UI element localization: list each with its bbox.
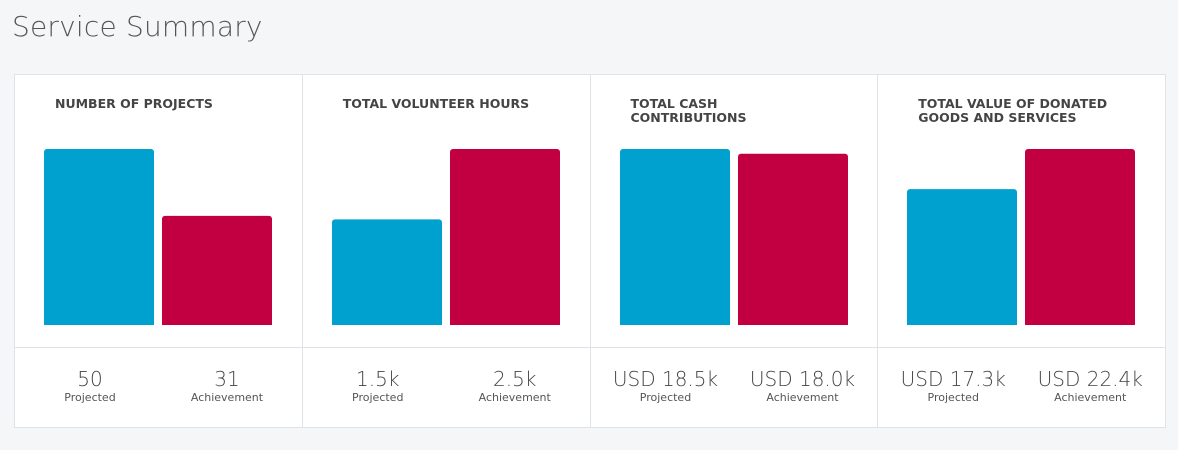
achievement-label: Achievement: [766, 391, 839, 404]
achievement-value: USD 18.0k: [749, 367, 856, 391]
projected-label: Projected: [352, 391, 404, 404]
achievement-value: 31: [214, 367, 240, 391]
achievement-stat: 31 Achievement: [159, 367, 295, 404]
card-title: NUMBER OF PROJECTS: [55, 96, 213, 111]
achievement-stat: USD 18.0k Achievement: [735, 367, 871, 404]
achievement-bar-base: [162, 321, 272, 325]
projected-stat: 1.5k Projected: [310, 367, 446, 404]
projected-value: 50: [77, 367, 103, 391]
achievement-bar-base: [449, 321, 560, 325]
card-title: TOTAL VALUE OF DONATED GOODS AND SERVICE…: [918, 96, 1108, 125]
bar-chart: [331, 149, 560, 325]
service-summary-panel: NUMBER OF PROJECTS 50 Projected 31 Achie…: [14, 74, 1166, 428]
achievement-label: Achievement: [1054, 391, 1127, 404]
summary-card-volunteer-hours: TOTAL VOLUNTEER HOURS 1.5k Projected 2.5…: [302, 75, 591, 427]
achievement-stat: 2.5k Achievement: [447, 367, 583, 404]
achievement-value: 2.5k: [493, 367, 537, 391]
projected-value: USD 18.5k: [612, 367, 719, 391]
projected-bar: [907, 189, 1018, 325]
bar-chart: [44, 149, 272, 325]
projected-value: 1.5k: [356, 367, 400, 391]
summary-card-projects: NUMBER OF PROJECTS 50 Projected 31 Achie…: [15, 75, 303, 427]
projected-bar: [44, 149, 154, 325]
divider: [302, 347, 590, 348]
divider: [590, 347, 878, 348]
bar-chart: [907, 149, 1136, 325]
card-title: TOTAL VOLUNTEER HOURS: [342, 96, 530, 111]
achievement-stat: USD 22.4k Achievement: [1022, 367, 1158, 404]
achievement-bar-base: [737, 321, 848, 325]
divider: [878, 347, 1165, 348]
projected-stat: USD 18.5k Projected: [598, 367, 734, 404]
projected-bar-base: [44, 321, 154, 325]
achievement-value: USD 22.4k: [1037, 367, 1143, 391]
projected-label: Projected: [639, 391, 692, 404]
achievement-bar-base: [1025, 321, 1136, 325]
projected-value: USD 17.3k: [900, 367, 1006, 391]
achievement-bar: [737, 153, 848, 325]
summary-card-cash-contributions: TOTAL CASH CONTRIBUTIONS USD 18.5k Proje…: [590, 75, 879, 427]
bar-chart: [619, 149, 848, 325]
achievement-label: Achievement: [190, 391, 264, 404]
projected-label: Projected: [64, 391, 116, 404]
projected-stat: USD 17.3k Projected: [885, 367, 1021, 404]
page-title: Service Summary: [12, 10, 263, 43]
projected-stat: 50 Projected: [22, 367, 158, 404]
achievement-bar: [162, 215, 272, 325]
projected-bar: [619, 149, 730, 325]
projected-bar-base: [907, 321, 1018, 325]
summary-card-donated-goods: TOTAL VALUE OF DONATED GOODS AND SERVICE…: [878, 75, 1165, 427]
projected-bar-base: [331, 321, 442, 325]
projected-label: Projected: [927, 391, 979, 404]
card-title: TOTAL CASH CONTRIBUTIONS: [630, 96, 747, 125]
projected-bar: [331, 219, 442, 325]
projected-bar-base: [619, 321, 730, 325]
achievement-bar: [449, 149, 560, 325]
achievement-bar: [1025, 149, 1136, 325]
achievement-label: Achievement: [478, 391, 551, 404]
divider: [15, 347, 302, 348]
